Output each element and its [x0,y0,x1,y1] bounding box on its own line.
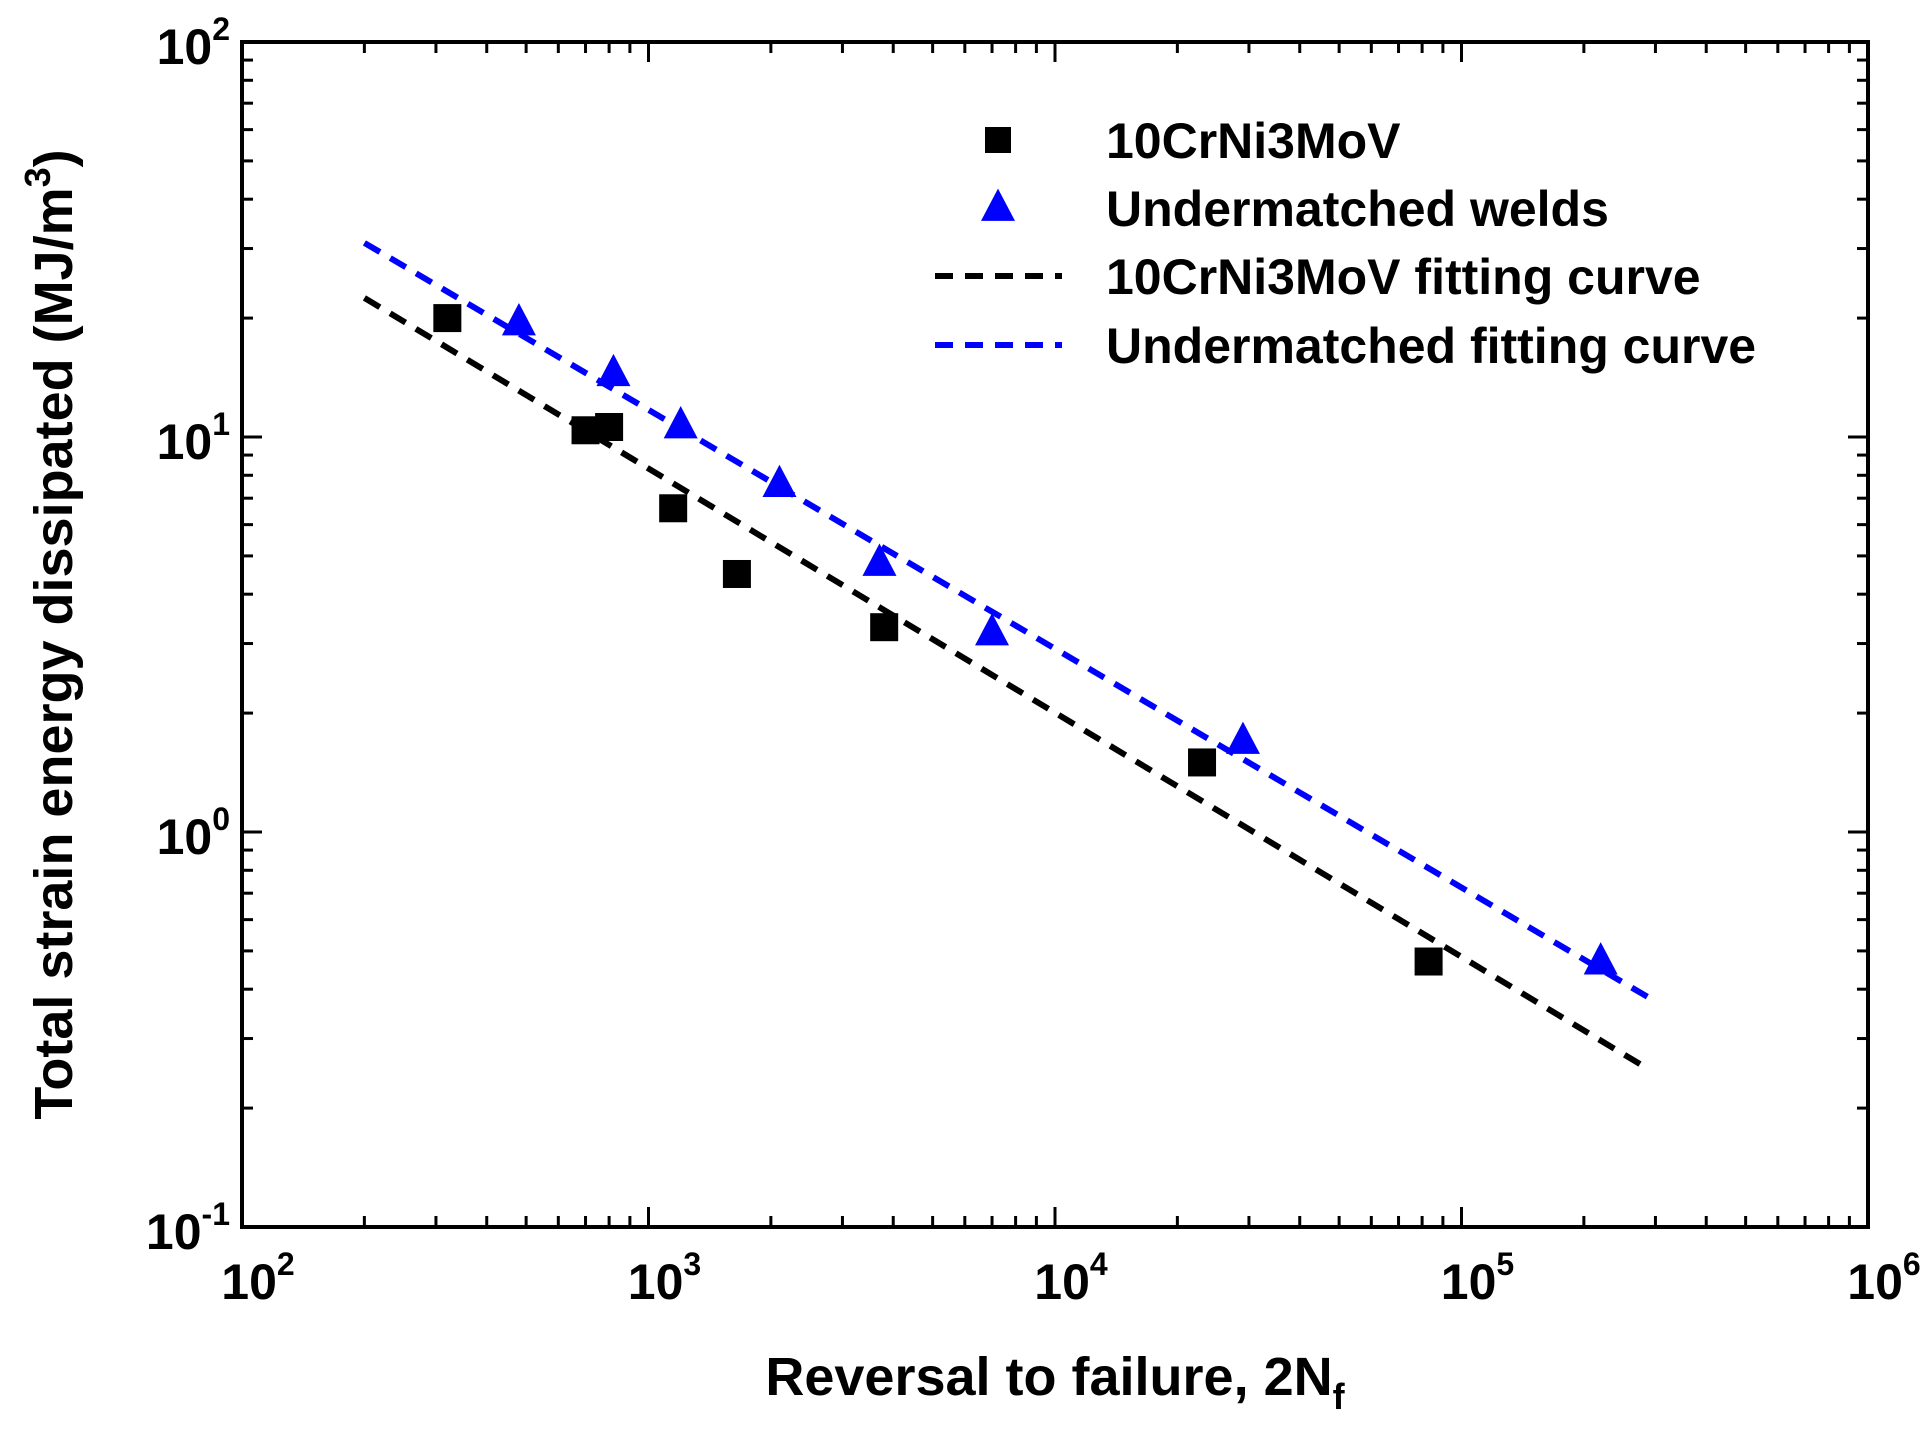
x-tick-label-exponent: 5 [1496,1246,1514,1282]
x-tick-label-base: 10 [221,1254,277,1310]
y-tick-label: 100 [157,801,230,865]
data-point-triangle-0 [501,303,536,336]
y-tick-label-base: 10 [157,414,213,470]
data-point-triangle-1 [596,353,631,387]
data-point-triangle-4 [862,543,897,576]
data-point-triangle-3 [762,464,797,497]
data-point-triangle-6 [1225,721,1260,754]
x-tick-label: 106 [1847,1246,1920,1310]
data-point-triangle-7 [1583,942,1618,975]
x-axis-title-subscript: f [1333,1376,1346,1417]
legend-label-3: Undermatched fitting curve [1106,318,1756,374]
y-tick-label-exponent: 0 [212,801,230,837]
x-tick-label-base: 10 [1034,1254,1090,1310]
y-tick-label: 102 [157,11,230,75]
plot-frame [240,40,1870,1229]
fit-line-3 [362,240,1652,1001]
y-tick-label-base: 10 [146,1204,202,1260]
data-point-square-7 [1414,947,1443,976]
x-tick-label-exponent: 3 [683,1246,701,1282]
x-tick-label: 102 [221,1246,294,1310]
data-point-square-1 [571,416,600,445]
x-tick-label-exponent: 2 [277,1246,295,1282]
x-tick-label: 104 [1034,1246,1108,1310]
y-tick-label-base: 10 [157,809,213,865]
x-tick-label: 105 [1441,1246,1514,1310]
x-axis-title: Reversal to failure, 2Nf [765,1347,1345,1417]
legend-label-0: 10CrNi3MoV [1106,113,1401,169]
data-points [433,303,1618,976]
legend-label-1: Undermatched welds [1106,181,1609,237]
y-tick-label-base: 10 [157,19,213,75]
x-tick-label: 103 [628,1246,701,1310]
x-axis-title-main: Reversal to failure, 2N [765,1347,1332,1407]
y-tick-label-exponent: 1 [212,406,230,442]
data-point-square-0 [433,304,462,333]
y-tick-label-exponent: -1 [202,1196,230,1232]
data-point-triangle-5 [975,613,1010,646]
x-tick-label-base: 10 [628,1254,684,1310]
legend-label-2: 10CrNi3MoV fitting curve [1106,249,1701,305]
data-point-square-6 [1188,748,1217,777]
y-axis-title-tail: ) [24,149,84,167]
y-axis-title-main: Total strain energy dissipated (MJ/m [24,187,84,1119]
legend-swatch-square [985,127,1011,153]
y-axis-title-superscript: 3 [17,167,58,187]
x-tick-label-base: 10 [1441,1254,1497,1310]
x-tick-label-exponent: 4 [1090,1246,1108,1282]
y-tick-label: 101 [157,406,230,470]
data-point-square-3 [659,494,688,523]
legend-swatch-triangle [981,188,1015,221]
data-point-square-4 [722,559,751,588]
data-point-triangle-2 [663,406,698,439]
legend: 10CrNi3MoV Undermatched welds 10CrNi3MoV f… [935,113,1756,374]
y-axis-title: Total strain energy dissipated (MJ/m3) [17,149,84,1119]
x-tick-label-base: 10 [1847,1254,1903,1310]
x-tick-label-exponent: 6 [1903,1246,1921,1282]
y-tick-label-exponent: 2 [212,11,230,47]
data-point-square-5 [870,613,899,642]
y-tick-label: 10-1 [146,1196,230,1260]
data-point-square-2 [595,413,624,442]
